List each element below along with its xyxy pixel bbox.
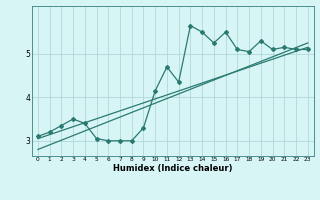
X-axis label: Humidex (Indice chaleur): Humidex (Indice chaleur) bbox=[113, 164, 233, 173]
